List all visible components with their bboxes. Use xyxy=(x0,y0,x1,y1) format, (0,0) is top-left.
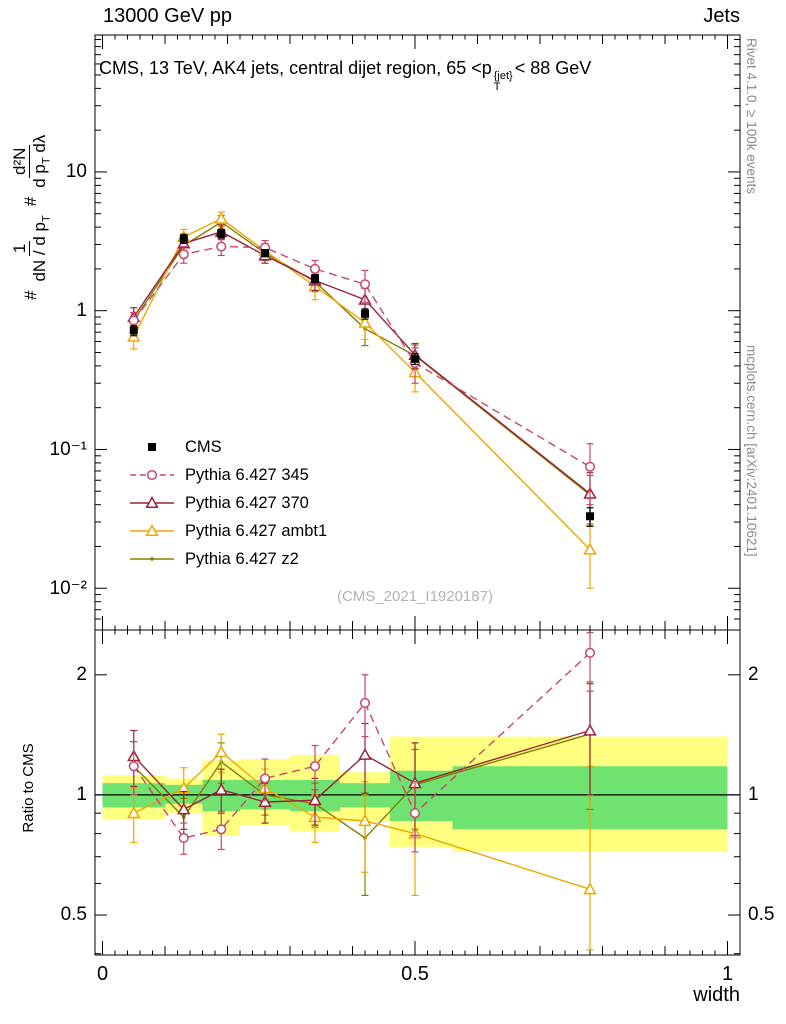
legend-label-py345: Pythia 6.427 345 xyxy=(185,465,309,484)
plot-title: CMS, 13 TeV, AK4 jets, central dijet reg… xyxy=(99,58,591,94)
ratio-y-tick-label-right: 2 xyxy=(748,663,759,685)
ylabel-hash-2: # xyxy=(21,196,41,207)
main-y-tick-label: 1 xyxy=(76,299,87,321)
series-line-py345 xyxy=(133,652,591,839)
beam-energy-label: 13000 GeV pp xyxy=(103,5,232,27)
pt-jet-superscript: {jet} xyxy=(493,69,513,82)
x-tick-label: 0.5 xyxy=(401,963,429,985)
legend-label-pyambt1: Pythia 6.427 ambt1 xyxy=(185,521,328,540)
ylabel-frac1-denominator: dN / d pT xyxy=(30,215,53,282)
ratio-y-tick-label-right: 0.5 xyxy=(748,904,775,926)
x-tick-label: 1 xyxy=(721,963,734,985)
legend-marker-pyz2 xyxy=(130,557,174,561)
ratio-panel-frame xyxy=(94,629,741,956)
ylabel-frac1-numerator: 1 xyxy=(10,240,31,257)
ratio-y-tick-label-left: 0.5 xyxy=(60,904,87,926)
legend-label-cms: CMS xyxy=(185,437,222,456)
legend-label-py370: Pythia 6.427 370 xyxy=(185,493,309,512)
series-line-py370 xyxy=(133,729,591,811)
main-y-tick-label: 10 xyxy=(65,160,87,182)
pt-jet-subscript: T xyxy=(493,81,501,94)
legend-item-pyambt1: Pythia 6.427 ambt1 xyxy=(128,517,327,545)
rivet-version-note: Rivet 4.1.0, ≥ 100k events xyxy=(744,38,759,194)
legend-marker-cms xyxy=(148,443,156,451)
plot-title-text: CMS, 13 TeV, AK4 jets, central dijet reg… xyxy=(99,58,492,78)
legend-marker-py345 xyxy=(130,469,174,481)
mcplots-reference-note: mcplots.cern.ch [arXiv:2401.10621] xyxy=(744,345,759,557)
ratio-y-tick-label-left: 2 xyxy=(76,663,87,685)
legend-item-pyz2: Pythia 6.427 z2 xyxy=(128,545,327,573)
analysis-id-watermark: (CMS_2021_I1920187) xyxy=(337,588,493,605)
x-tick-label: 0 xyxy=(96,963,109,985)
series-line-pyz2 xyxy=(133,733,591,839)
legend-item-py370: Pythia 6.427 370 xyxy=(128,489,327,517)
ratio-y-tick-label-right: 1 xyxy=(748,783,759,805)
series-line-pyambt1 xyxy=(133,751,591,890)
legend-item-cms: CMS xyxy=(128,433,327,461)
ratio-y-tick-label-left: 1 xyxy=(76,783,87,805)
ylabel-hash-1: # xyxy=(21,290,41,300)
x-axis-title: width xyxy=(693,984,740,1006)
legend-item-py345: Pythia 6.427 345 xyxy=(128,461,327,489)
ylabel-fraction-1: 1 dN / d pT xyxy=(10,215,53,282)
plot-title-suffix: < 88 GeV xyxy=(514,58,592,78)
main-y-tick-label: 10⁻¹ xyxy=(49,439,88,461)
legend-label-pyz2: Pythia 6.427 z2 xyxy=(185,549,299,568)
main-y-tick-label: 10⁻² xyxy=(49,578,88,600)
analysis-topic-label: Jets xyxy=(703,5,740,27)
legend-marker-pyambt1 xyxy=(130,524,174,537)
legend: CMS Pythia 6.427 345 Pythia 6.427 370 Pythi… xyxy=(128,433,327,573)
stat-uncertainty-band xyxy=(390,770,453,822)
legend-marker-py370 xyxy=(130,496,174,509)
pt-jet-supsub: {jet} T xyxy=(493,69,513,94)
